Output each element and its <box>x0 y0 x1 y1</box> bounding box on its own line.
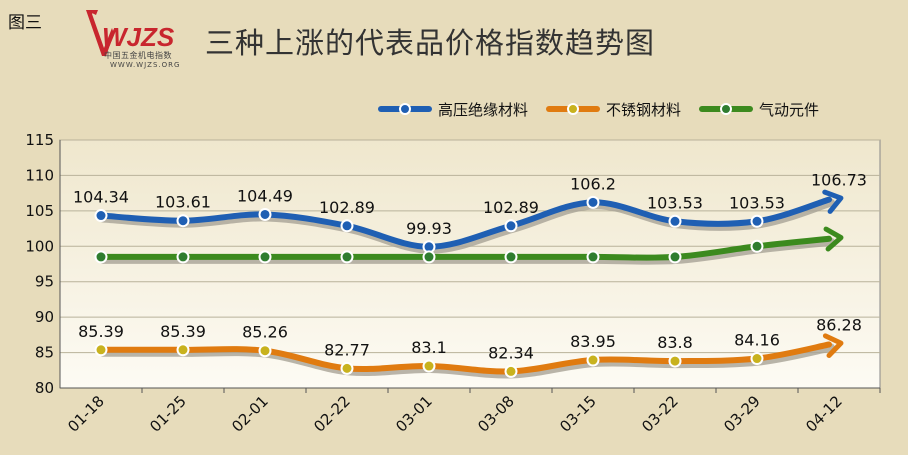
data-point <box>750 214 764 228</box>
y-tick-label: 100 <box>25 237 54 255</box>
data-point <box>94 209 108 223</box>
data-point <box>750 239 764 253</box>
data-label: 104.49 <box>237 186 293 205</box>
logo: WJZS <box>86 10 175 56</box>
data-point <box>94 343 108 357</box>
y-tick-label: 110 <box>25 166 54 184</box>
legend-label: 气动元件 <box>759 100 820 119</box>
x-tick-label: 01-25 <box>146 392 190 436</box>
data-label: 83.8 <box>657 333 693 352</box>
data-label: 85.26 <box>242 323 288 342</box>
data-point <box>504 219 518 233</box>
data-label: 106.73 <box>811 171 867 190</box>
x-tick-label: 02-22 <box>310 392 354 436</box>
data-point <box>586 353 600 367</box>
series-arrowhead <box>822 333 844 359</box>
data-point <box>422 359 436 373</box>
data-point <box>340 219 354 233</box>
legend-item-orange: 不锈钢材料 <box>546 99 681 120</box>
data-label: 102.89 <box>483 198 539 217</box>
data-point <box>668 250 682 264</box>
legend: 高压绝缘材料 不锈钢材料 气动元件 <box>378 98 837 120</box>
y-tick-label: 115 <box>25 131 54 149</box>
data-point <box>422 250 436 264</box>
data-point <box>668 354 682 368</box>
y-tick-label: 105 <box>25 202 54 220</box>
logo-url: WWW.WJZS.ORG <box>110 61 181 69</box>
data-label: 106.2 <box>570 174 616 193</box>
legend-label: 高压绝缘材料 <box>438 100 529 119</box>
data-label: 103.53 <box>647 193 703 212</box>
x-tick-label: 04-12 <box>802 392 846 436</box>
series-arrowhead <box>823 226 844 252</box>
legend-item-green: 气动元件 <box>699 99 819 120</box>
x-tick-label: 03-29 <box>720 392 764 436</box>
y-tick-label: 85 <box>35 344 54 362</box>
data-label: 82.77 <box>324 340 370 359</box>
series-line <box>98 196 832 250</box>
data-point <box>94 250 108 264</box>
series-line <box>98 341 832 375</box>
y-tick-label: 90 <box>35 308 54 326</box>
data-label: 99.93 <box>406 219 452 238</box>
data-point <box>176 343 190 357</box>
data-point <box>586 195 600 209</box>
data-label: 104.34 <box>73 188 129 207</box>
y-tick-label: 80 <box>35 379 54 397</box>
data-point <box>750 352 764 366</box>
series-line <box>98 235 832 261</box>
legend-item-blue: 高压绝缘材料 <box>378 99 528 120</box>
data-label: 82.34 <box>488 343 534 362</box>
data-point <box>258 250 272 264</box>
data-label: 85.39 <box>78 322 124 341</box>
data-point <box>176 214 190 228</box>
legend-label: 不锈钢材料 <box>606 100 682 119</box>
data-point <box>258 207 272 221</box>
data-label: 86.28 <box>816 316 862 335</box>
chart-title: 三种上涨的代表品价格指数趋势图 <box>205 26 656 60</box>
data-label: 103.53 <box>729 193 785 212</box>
data-label: 85.39 <box>160 322 206 341</box>
logo-arrow-icon <box>86 10 114 56</box>
x-tick-label: 03-01 <box>392 392 436 436</box>
x-tick-label: 01-18 <box>64 392 108 436</box>
logo-subtitle: 中国五金机电指数 <box>104 51 172 60</box>
y-tick-label: 95 <box>35 273 54 291</box>
x-tick-label: 02-01 <box>228 392 272 436</box>
data-label: 83.95 <box>570 332 616 351</box>
series-arrowhead <box>822 189 844 214</box>
data-point <box>340 250 354 264</box>
x-tick-label: 03-22 <box>638 392 682 436</box>
data-label: 84.16 <box>734 331 780 350</box>
x-tick-label: 03-15 <box>556 392 600 436</box>
plot-area <box>59 139 881 389</box>
data-point <box>586 250 600 264</box>
data-point <box>504 250 518 264</box>
data-label: 102.89 <box>319 198 375 217</box>
data-point <box>504 364 518 378</box>
data-point <box>668 214 682 228</box>
data-point <box>258 344 272 358</box>
data-point <box>176 250 190 264</box>
data-point <box>340 361 354 375</box>
figure-label: 图三 <box>8 13 42 33</box>
data-label: 83.1 <box>411 338 447 357</box>
x-tick-label: 03-08 <box>474 392 518 436</box>
logo-text: WJZS <box>102 22 175 52</box>
data-label: 103.61 <box>155 193 211 212</box>
